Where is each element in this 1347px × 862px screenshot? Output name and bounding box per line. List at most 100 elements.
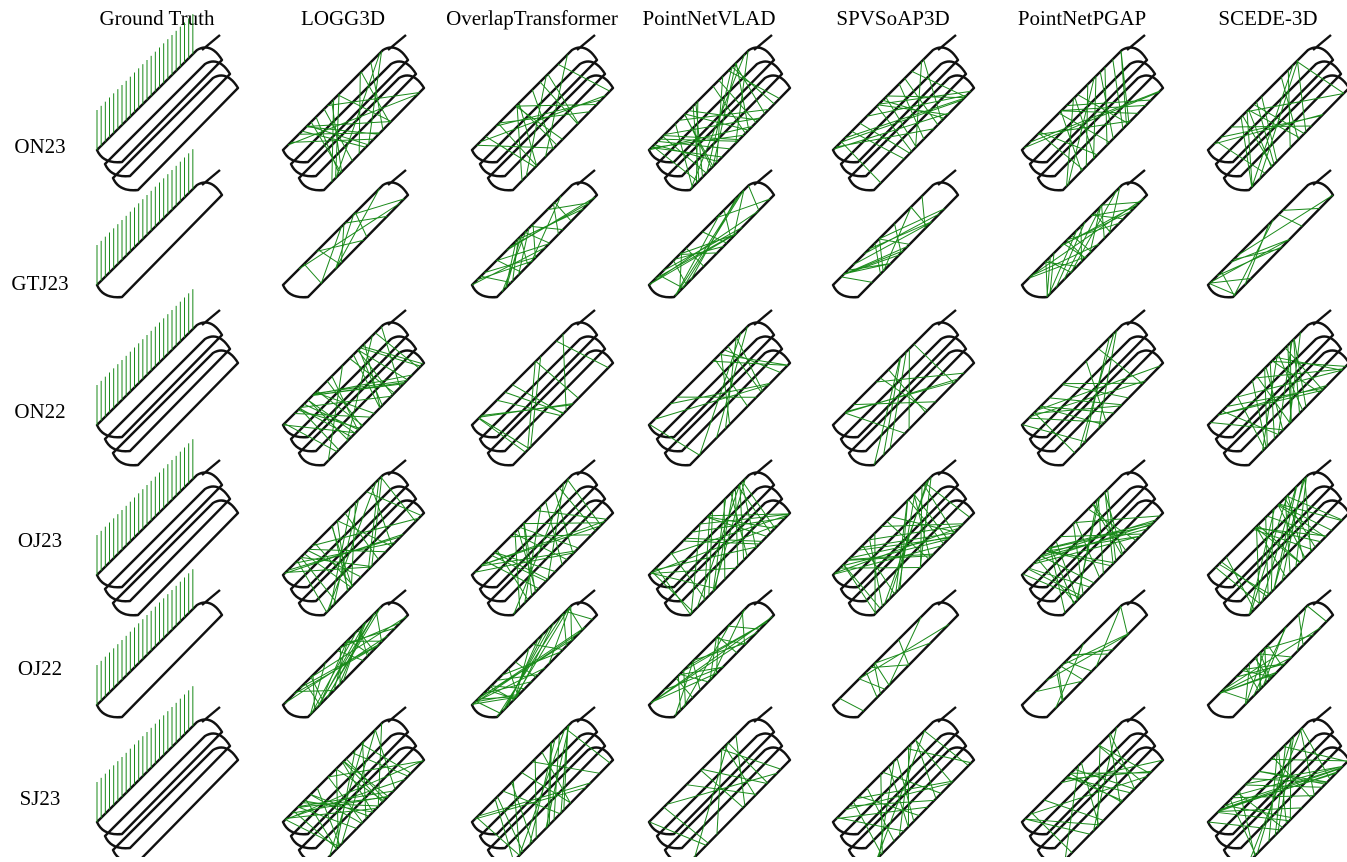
loop-closure	[1093, 727, 1116, 831]
trajectory-plot	[97, 686, 238, 857]
trajectory-plot	[1208, 35, 1347, 190]
loop-closure	[1022, 425, 1085, 442]
loop-closure	[1290, 739, 1291, 820]
loop-closure	[519, 228, 529, 275]
loop-closure	[683, 541, 760, 544]
loop-closure	[1231, 239, 1290, 262]
column-header: LOGG3D	[301, 6, 385, 30]
loop-closure	[845, 413, 905, 433]
loop-closure	[295, 543, 395, 564]
trajectory	[1022, 603, 1147, 718]
loop-closure	[748, 186, 758, 211]
loop-closure	[717, 749, 722, 834]
loop-closure	[1220, 657, 1292, 693]
trajectory-plot	[283, 170, 408, 297]
trajectory-plot	[649, 707, 790, 857]
loop-closure	[840, 568, 921, 569]
row-label: ON22	[14, 399, 65, 423]
trajectory-plot	[283, 35, 424, 190]
loop-closure	[1096, 606, 1121, 667]
loop-closure	[1077, 497, 1100, 601]
trajectory	[1208, 183, 1333, 298]
row-label: GTJ23	[11, 271, 68, 295]
loop-closure	[1121, 606, 1128, 635]
loop-closure	[654, 547, 757, 570]
loop-closure	[883, 772, 942, 793]
loop-closure	[1061, 666, 1083, 680]
trajectory-plot	[472, 310, 613, 465]
row-label: OJ22	[18, 656, 62, 680]
loop-closure	[697, 484, 740, 608]
trajectory	[283, 603, 408, 718]
loop-closure	[869, 222, 932, 250]
loop-closure	[1271, 759, 1347, 760]
loop-closure	[482, 521, 605, 565]
loop-closure	[1086, 84, 1087, 166]
loop-closure	[299, 203, 400, 269]
trajectory-plot	[649, 35, 790, 190]
loop-closure	[516, 623, 553, 697]
loop-closure	[476, 701, 501, 713]
loop-closure	[517, 105, 557, 145]
figure: Ground TruthLOGG3DOverlapTransformerPoin…	[0, 0, 1347, 857]
loop-closure	[835, 528, 960, 573]
trajectory-plot	[472, 707, 613, 857]
loop-closure	[376, 612, 381, 642]
loop-closure	[732, 67, 774, 104]
trajectory	[833, 183, 958, 298]
loop-closure	[340, 647, 341, 684]
loop-closure	[497, 614, 563, 717]
loop-closure	[1075, 97, 1095, 158]
loop-closure	[515, 532, 520, 608]
loop-closure	[915, 740, 951, 783]
loop-closure	[853, 402, 936, 405]
trajectory-plot	[97, 149, 222, 297]
loop-closure	[1072, 654, 1108, 655]
loop-closure	[304, 264, 321, 283]
trajectory-plot	[283, 310, 424, 465]
loop-closure	[566, 611, 593, 619]
loop-closure	[1211, 239, 1289, 282]
trajectory-plot	[97, 289, 238, 465]
loop-closure	[1040, 132, 1098, 155]
loop-closure	[319, 641, 346, 705]
trajectory-plot	[1022, 170, 1147, 297]
loop-closure	[742, 612, 744, 645]
loop-closure	[309, 549, 386, 551]
loop-closure	[517, 105, 522, 181]
loop-closure	[477, 817, 520, 855]
loop-closure	[700, 333, 741, 455]
trajectory-plot	[97, 439, 238, 615]
loop-closure	[675, 214, 719, 295]
trajectory-plot	[1208, 460, 1347, 615]
trajectory	[472, 603, 597, 718]
trajectory-plot	[1022, 35, 1163, 190]
loop-closure	[554, 735, 559, 821]
loop-closure	[1037, 366, 1161, 411]
loop-closure	[355, 213, 366, 237]
trajectory-plot	[1022, 310, 1163, 465]
loop-closure	[523, 523, 603, 524]
loop-closure	[1222, 691, 1249, 700]
loop-closure	[530, 739, 556, 845]
loop-closure	[1062, 633, 1129, 665]
loop-closure	[1283, 208, 1320, 210]
trajectory-plot	[649, 170, 774, 297]
column-header: PointNetVLAD	[643, 6, 776, 30]
trajectory-plot	[1022, 707, 1163, 857]
trajectory-plot	[472, 35, 613, 190]
loop-closure	[496, 100, 602, 126]
loop-closure	[336, 769, 338, 848]
row-label: OJ23	[18, 528, 62, 552]
loop-closure	[1046, 261, 1048, 296]
column-header: PointNetPGAP	[1018, 6, 1146, 30]
column-header: SCEDE-3D	[1218, 6, 1317, 30]
loop-closure	[659, 275, 683, 288]
loop-closure	[1237, 195, 1332, 255]
loop-closure	[1031, 244, 1099, 276]
trajectory-plot	[1208, 310, 1347, 465]
loop-closure	[510, 535, 591, 537]
loop-closure	[1029, 418, 1105, 422]
column-header: SPVSoAP3D	[836, 6, 949, 30]
loop-closure	[1305, 478, 1311, 552]
